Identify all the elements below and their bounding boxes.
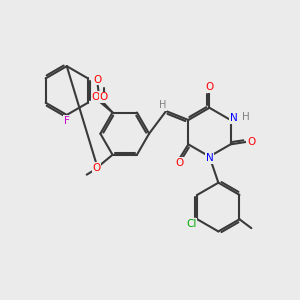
Text: H: H — [242, 112, 249, 122]
Text: O: O — [94, 75, 102, 85]
Text: O: O — [205, 82, 214, 92]
Text: O: O — [175, 158, 184, 168]
Text: O: O — [92, 163, 101, 172]
Text: O: O — [100, 92, 108, 102]
Text: O: O — [92, 92, 100, 102]
Text: N: N — [206, 153, 213, 163]
Text: F: F — [64, 116, 70, 126]
Text: N: N — [230, 113, 237, 124]
Text: Cl: Cl — [186, 219, 196, 229]
Text: H: H — [159, 100, 166, 110]
Text: O: O — [247, 137, 255, 147]
